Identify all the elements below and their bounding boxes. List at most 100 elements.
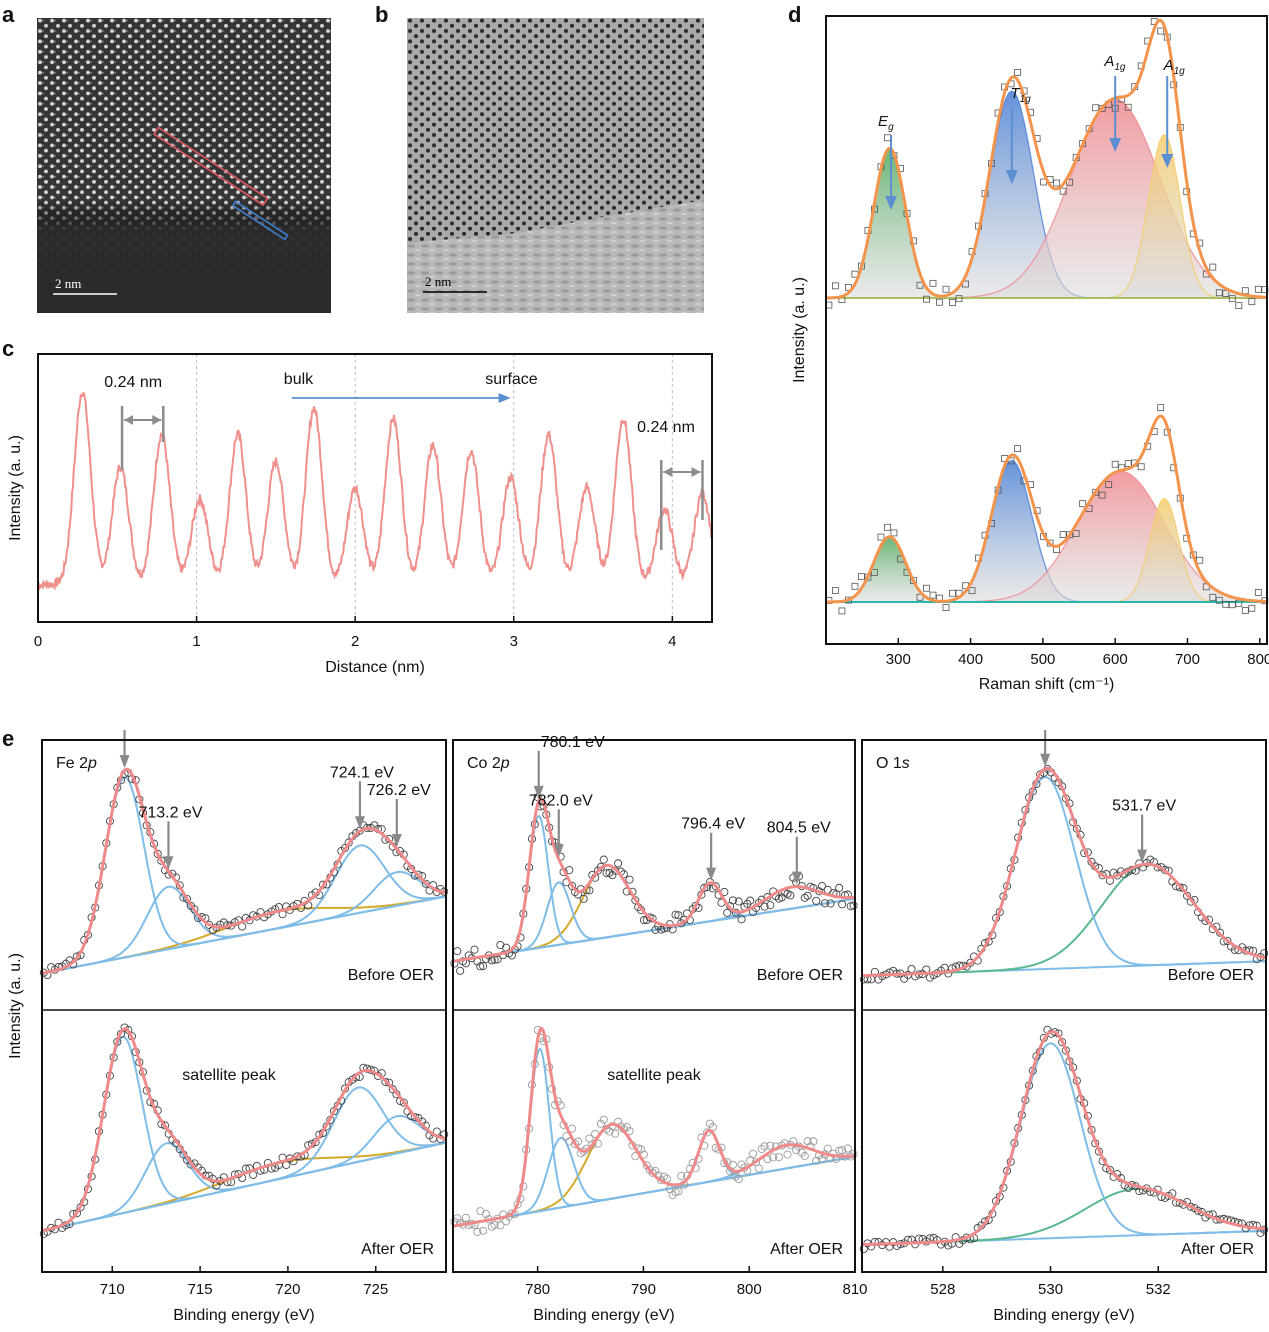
- e-fe-peak-arrowhead-0: [119, 755, 130, 769]
- mode-arrowhead-0: [885, 196, 898, 210]
- e-co-before-data-point: [614, 859, 623, 868]
- e-fe-xtick-label-2: 720: [275, 1281, 300, 1298]
- upper-data-point: [1248, 298, 1256, 306]
- upper-data-point: [1215, 289, 1223, 297]
- lower-data-point: [1046, 539, 1054, 547]
- e-fe-after-data-point: [410, 1112, 419, 1122]
- e-fe-peak-label-3: 726.2 eV: [367, 782, 431, 799]
- lower-data-point: [871, 568, 878, 576]
- upper-data-point: [1209, 263, 1217, 271]
- e-co-before-data-point: [608, 871, 617, 880]
- e-co-before-envelope: [452, 797, 855, 963]
- stem-image-b-canvas: 2 nm: [407, 18, 704, 313]
- e-fe-after-label: After OER: [361, 1241, 434, 1258]
- e-o-peak-arrowhead-0: [1040, 753, 1051, 767]
- upper-data-point: [1124, 103, 1132, 111]
- e-fe-after-data-point: [381, 1077, 390, 1086]
- lower-data-point: [923, 584, 930, 592]
- e-fe-peak-label-2: 724.1 eV: [330, 764, 394, 781]
- e-co-before-data-point: [625, 875, 634, 884]
- e-co-peak-arrowhead-0: [533, 785, 544, 799]
- lower-data-point: [1111, 460, 1119, 468]
- lower-data-point: [884, 523, 891, 531]
- e-fe-peak-arrowhead-2: [354, 816, 365, 830]
- e-fe-before-data-point: [414, 870, 423, 879]
- e-co-after-data-point: [596, 1119, 605, 1128]
- upper-data-point: [1157, 27, 1165, 35]
- upper-data-point: [949, 299, 956, 306]
- e-co-peak-arrowhead-3: [791, 871, 802, 885]
- e-co-peak-arrowhead-2: [706, 867, 717, 881]
- e-fe-after-component-0: [41, 1035, 447, 1232]
- panel-letter-a: a: [2, 2, 15, 27]
- e-co-after-data-point: [760, 1142, 769, 1151]
- e-fe-before-component-3: [41, 870, 447, 975]
- e-co-after-data-point: [674, 1187, 683, 1196]
- lower-data-point: [1196, 556, 1204, 564]
- upper-data-point: [1235, 302, 1243, 310]
- y-axis-label-d: Intensity (a. u.): [791, 277, 808, 383]
- e-co-before-data-point: [602, 869, 611, 878]
- e-co-before-data-point: [817, 882, 827, 891]
- upper-data-point: [1092, 104, 1100, 112]
- bulk-surface-arrowhead: [498, 393, 511, 403]
- e-co-after-data-point: [783, 1150, 792, 1159]
- e-o-xtick-label-0: 528: [930, 1281, 955, 1298]
- spacing-right-arrow-right: [691, 467, 701, 477]
- e-o-xtick-label-2: 532: [1146, 1281, 1171, 1298]
- xtick-label-c-4: 4: [668, 633, 676, 650]
- xtick-label-d-2: 500: [1030, 651, 1055, 668]
- scale-bar-b-label: 2 nm: [425, 274, 451, 289]
- e-co-before-data-point: [849, 901, 858, 910]
- e-fe-element-label: Fe 2p: [56, 755, 97, 772]
- upper-data-point: [929, 279, 937, 287]
- e-co-before-data-point: [812, 896, 821, 905]
- e-fe-xtick-label-3: 725: [363, 1281, 388, 1298]
- e-fe-xtick-label-0: 710: [100, 1281, 125, 1298]
- x-axis-label-c: Distance (nm): [325, 659, 425, 676]
- upper-data-point: [923, 295, 930, 303]
- e-fe-after-data-point: [311, 1138, 320, 1147]
- upper-data-point: [1014, 68, 1021, 76]
- e-co-before-data-point: [786, 891, 795, 900]
- e-o-before-component-0: [862, 776, 1266, 977]
- e-o-before-label: Before OER: [1168, 967, 1254, 984]
- mode-arrowhead-2: [1109, 138, 1122, 152]
- stem-image-a: 2 nm: [37, 18, 331, 313]
- upper-data-point: [1228, 295, 1236, 303]
- upper-data-point: [831, 282, 839, 290]
- lower-component-fill-3: [826, 498, 1267, 602]
- e-co-after-data-point: [642, 1161, 651, 1170]
- lower-data-point: [1241, 607, 1249, 615]
- e-co-before-data-point: [671, 910, 680, 919]
- e-co-before-data-point: [734, 897, 743, 906]
- raman-chart: 300 400 500 600 700 800 Raman shift (cm⁻¹) Inte…: [791, 15, 1269, 693]
- e-co-after-data-point: [749, 1149, 758, 1158]
- panel-letter-e: e: [2, 726, 15, 751]
- mode-label-0: Eg: [878, 113, 894, 133]
- panel-letter-c: c: [2, 336, 15, 361]
- lower-data-point: [1254, 589, 1262, 596]
- upper-component-fill-0: [826, 148, 1267, 298]
- e-o-before-data-point: [1216, 928, 1225, 937]
- e-co-before-data-point: [723, 908, 732, 917]
- e-co-after-data-point: [473, 1227, 482, 1237]
- e-fe-peak-arrowhead-1: [163, 856, 174, 870]
- e-co-after-data-point: [843, 1144, 852, 1153]
- e-co-after-data-point: [809, 1137, 818, 1146]
- xtick-label-c-3: 3: [510, 633, 518, 650]
- e-co-after-data-point: [677, 1171, 686, 1181]
- e-co-before-data-point: [476, 962, 485, 971]
- e-o-element-label: O 1s: [876, 755, 910, 772]
- xtick-label-d-0: 300: [886, 651, 911, 668]
- panel-letter-d: d: [788, 2, 802, 27]
- stem-image-a-canvas: 2 nm: [37, 18, 331, 313]
- e-co-before-data-point: [711, 882, 720, 891]
- e-co-before-data-point: [691, 901, 700, 910]
- e-co-before-data-point: [674, 911, 683, 920]
- e-co-after-label: After OER: [770, 1241, 843, 1258]
- e-o-after-data-point: [1105, 1165, 1114, 1175]
- lower-data-point: [1079, 500, 1087, 508]
- e-co-peak-arrowhead-1: [553, 844, 564, 858]
- upper-data-point: [1066, 178, 1074, 186]
